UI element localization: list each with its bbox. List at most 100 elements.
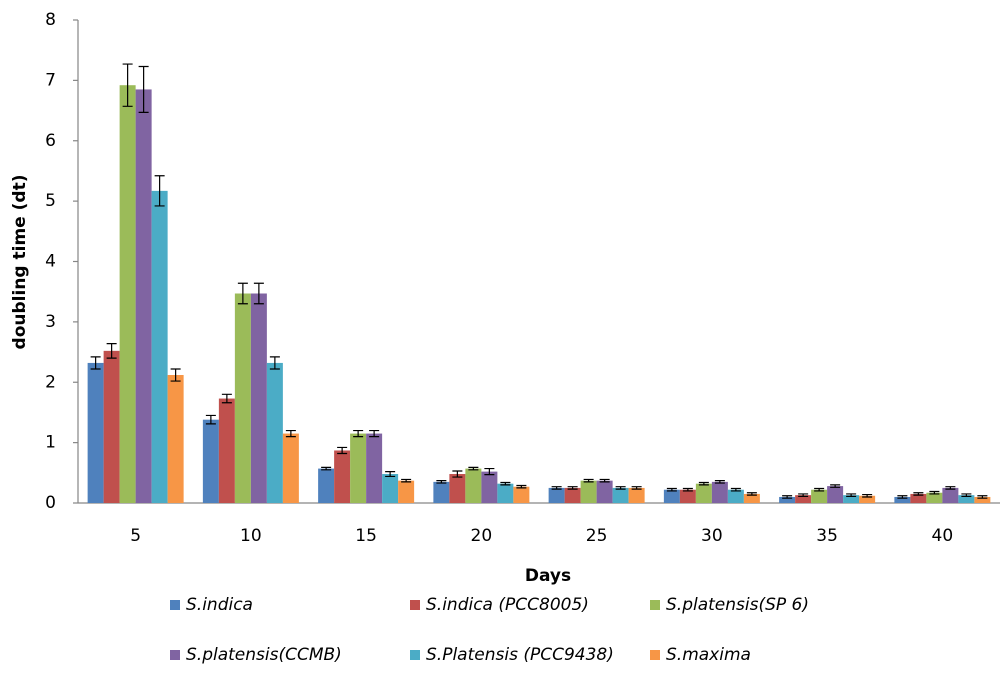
y-tick-label: 8 — [45, 10, 56, 30]
x-tick-label: 40 — [932, 526, 954, 546]
bar — [513, 486, 530, 503]
y-tick-label: 3 — [45, 312, 56, 332]
x-tick-label: 35 — [816, 526, 838, 546]
error-bar — [221, 393, 232, 404]
error-bar — [746, 492, 757, 496]
error-bar — [583, 478, 594, 483]
bar — [564, 487, 581, 503]
error-bar — [682, 487, 693, 492]
error-bar — [599, 478, 610, 483]
bar — [679, 489, 696, 503]
bar — [958, 495, 975, 503]
bar — [119, 85, 136, 503]
legend-swatch — [410, 600, 420, 610]
x-tick-label: 20 — [471, 526, 493, 546]
error-bar — [698, 481, 709, 486]
bar — [481, 471, 498, 503]
bar — [548, 487, 565, 503]
error-bar — [484, 467, 495, 476]
bar — [202, 419, 219, 503]
error-bar — [666, 487, 677, 492]
error-bar — [730, 487, 741, 492]
error-bar — [205, 414, 216, 425]
x-tick-label: 5 — [130, 526, 141, 546]
error-bar — [468, 466, 479, 471]
bar — [433, 481, 450, 503]
error-bar — [285, 429, 296, 438]
error-bar — [237, 282, 248, 305]
y-tick-label: 1 — [45, 433, 56, 453]
bar — [266, 362, 283, 503]
error-bar — [615, 486, 626, 490]
x-tick-label: 30 — [701, 526, 723, 546]
bar — [859, 495, 876, 503]
error-bar — [452, 470, 463, 478]
bar — [926, 492, 943, 503]
y-tick-label: 6 — [45, 131, 56, 151]
error-bar — [253, 282, 264, 305]
y-axis-title: doubling time (dt) — [10, 175, 30, 350]
bar — [87, 362, 104, 503]
legend-swatch — [650, 650, 660, 660]
x-tick-label: 15 — [355, 526, 377, 546]
bar — [350, 433, 367, 503]
error-bar — [714, 480, 725, 484]
legend-label: S.Platensis (PCC9438) — [426, 645, 614, 665]
bar — [465, 468, 482, 503]
x-tick-label: 25 — [586, 526, 608, 546]
bar — [910, 493, 927, 503]
error-bar — [961, 493, 972, 497]
error-bar — [830, 484, 841, 488]
error-bar — [337, 446, 348, 455]
error-bar — [385, 471, 396, 478]
error-bar — [782, 495, 793, 499]
error-bar — [929, 490, 940, 495]
bar — [135, 89, 152, 504]
error-bar — [846, 493, 857, 497]
error-bar — [369, 429, 380, 438]
error-bar — [436, 480, 447, 484]
legend-swatch — [410, 650, 420, 660]
bar — [779, 496, 796, 503]
bar — [743, 493, 760, 503]
bar — [974, 496, 991, 503]
bar — [711, 481, 728, 503]
error-bar — [567, 486, 578, 490]
error-bar — [138, 65, 149, 113]
bar — [318, 468, 335, 503]
bar — [811, 489, 828, 503]
bar — [449, 474, 466, 503]
bar — [282, 433, 299, 503]
error-bar — [814, 487, 825, 492]
legend-label: S.indica (PCC8005) — [426, 595, 589, 615]
legend-label: S.maxima — [666, 645, 751, 665]
bar — [795, 495, 812, 503]
error-bar — [631, 486, 642, 490]
error-bar — [516, 484, 527, 489]
error-bar — [913, 492, 924, 496]
error-bar — [977, 495, 988, 499]
bar — [398, 480, 415, 503]
error-bar — [551, 486, 562, 490]
error-bar — [154, 175, 165, 207]
bar — [596, 480, 613, 503]
error-bar — [321, 466, 332, 471]
error-bar — [122, 63, 133, 107]
bar — [612, 487, 629, 503]
y-tick-label: 2 — [45, 372, 56, 392]
x-tick-label: 10 — [240, 526, 262, 546]
error-bar — [500, 481, 511, 486]
bar — [250, 293, 267, 503]
bar — [695, 483, 712, 503]
legend-label: S.platensis(SP 6) — [666, 595, 809, 615]
y-tick-label: 5 — [45, 191, 56, 211]
error-bar — [862, 493, 873, 498]
bar — [497, 483, 514, 503]
legend-label: S.platensis(CCMB) — [186, 645, 342, 665]
error-bar — [106, 343, 117, 359]
bar — [628, 487, 645, 503]
error-bar — [897, 495, 908, 499]
bar — [382, 474, 399, 503]
y-tick-label: 4 — [45, 252, 56, 272]
